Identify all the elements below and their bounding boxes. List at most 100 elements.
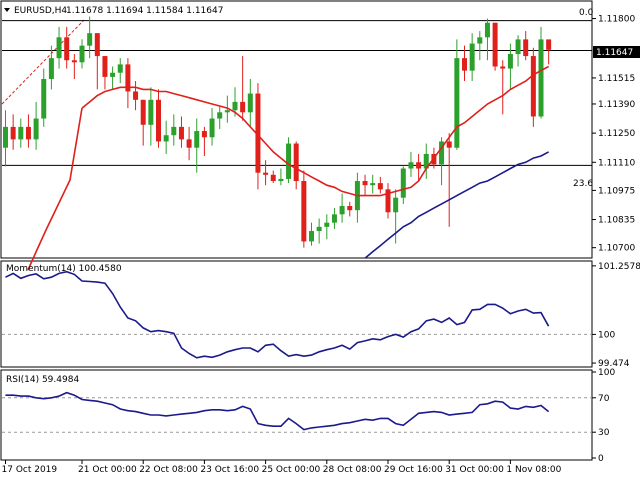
candle-body xyxy=(102,56,108,77)
candle-body xyxy=(209,118,215,138)
candle-body xyxy=(163,135,169,142)
rsi-title: RSI(14) 59.4984 xyxy=(6,375,79,385)
candle-body xyxy=(339,206,345,215)
time-tick-label: 17 Oct 2019 xyxy=(2,465,58,475)
candle-body xyxy=(87,33,93,46)
time-tick-label: 29 Oct 16:00 xyxy=(384,465,443,475)
candle-body xyxy=(370,183,376,186)
price-tick-label: 1.11390 xyxy=(598,100,635,110)
trend-line xyxy=(1,19,85,105)
candle-body xyxy=(247,93,253,113)
candle-body xyxy=(462,58,467,71)
price-tick-label: 1.10835 xyxy=(598,216,635,226)
candle-body xyxy=(454,58,460,148)
candle-body xyxy=(469,43,475,71)
candle-body xyxy=(217,112,223,119)
sma50-line xyxy=(364,151,549,259)
candle-body xyxy=(416,162,422,169)
price-tick-label: 1.11250 xyxy=(598,129,635,139)
candle-body xyxy=(186,139,192,148)
ohlc-readout: 1.11678 1.11694 1.11584 1.11647 xyxy=(66,6,223,16)
candle-body xyxy=(224,110,230,113)
candle-body xyxy=(324,222,330,227)
candle-body xyxy=(33,118,39,140)
candle-body xyxy=(530,56,536,117)
candle-body xyxy=(110,72,116,77)
candle-body xyxy=(331,214,337,223)
candle-body xyxy=(178,126,184,140)
price-tick-label: 1.10975 xyxy=(598,186,635,196)
momentum-layer xyxy=(2,270,592,359)
candle-body xyxy=(156,99,161,142)
current-price-label: 1.11647 xyxy=(596,48,633,58)
rsi-tick-label: 0 xyxy=(598,454,604,464)
candle-body xyxy=(48,58,54,79)
candle-body xyxy=(538,39,544,117)
candle-body xyxy=(309,231,314,242)
candle-body xyxy=(171,126,177,136)
candle-body xyxy=(484,22,490,38)
momentum-line xyxy=(5,270,550,359)
sma20-lead-line xyxy=(27,107,83,271)
symbol-label: EURUSD,H4 xyxy=(14,6,67,16)
candle-body xyxy=(117,64,123,73)
candle-body xyxy=(439,141,445,165)
price-layer xyxy=(1,16,592,271)
price-tick-label: 1.10700 xyxy=(598,244,635,254)
candle-body xyxy=(94,33,100,57)
candle-body xyxy=(64,37,70,61)
candle-body xyxy=(125,64,131,92)
fib-top-label: 0.0 xyxy=(579,8,594,18)
rsi-tick-label: 70 xyxy=(598,394,610,404)
candle-body xyxy=(140,99,146,125)
rsi-tick-label: 100 xyxy=(598,368,615,378)
fib-mid-label: 23.6 xyxy=(573,179,593,189)
candle-body xyxy=(293,143,299,182)
time-tick-label: 1 Nov 08:00 xyxy=(506,465,561,475)
candle-body xyxy=(492,22,498,67)
time-tick-label: 22 Oct 08:00 xyxy=(139,465,198,475)
candle-body xyxy=(423,153,429,169)
candle-body xyxy=(500,66,506,69)
candle-body xyxy=(41,78,47,119)
time-tick-label: 28 Oct 08:00 xyxy=(323,465,382,475)
rsi-tick-label: 30 xyxy=(598,428,610,438)
candle-body xyxy=(240,101,246,113)
candle-body xyxy=(301,181,307,242)
candle-body xyxy=(71,60,77,63)
candle-body xyxy=(523,39,529,57)
candle-body xyxy=(377,183,383,190)
price-tick-label: 1.11800 xyxy=(598,15,635,25)
candle-body xyxy=(477,37,483,44)
time-tick-label: 23 Oct 16:00 xyxy=(200,465,259,475)
candle-body xyxy=(393,197,399,213)
rsi-layer xyxy=(2,391,592,433)
rsi-panel-frame xyxy=(0,369,593,461)
time-tick-label: 25 Oct 00:00 xyxy=(262,465,321,475)
candle-body xyxy=(507,53,513,69)
time-tick-label: 31 Oct 00:00 xyxy=(445,465,504,475)
symbol-dropdown-icon[interactable] xyxy=(4,8,10,12)
price-tick-label: 1.11515 xyxy=(598,74,635,84)
candle-body xyxy=(148,99,154,125)
candle-body xyxy=(347,206,353,211)
time-tick-label: 21 Oct 00:00 xyxy=(78,465,137,475)
candle-body xyxy=(18,126,24,140)
candle-body xyxy=(232,101,238,111)
candle-body xyxy=(255,93,261,173)
candle-body xyxy=(10,126,16,140)
candle-body xyxy=(79,45,85,63)
candle-body xyxy=(194,131,200,148)
price-panel-frame xyxy=(0,0,593,259)
rsi-line xyxy=(5,391,550,431)
momentum-tick-label: 99.474 xyxy=(598,359,630,369)
candle-body xyxy=(385,189,391,213)
candle-body xyxy=(400,168,406,198)
candle-body xyxy=(515,39,521,54)
candle-body xyxy=(133,91,139,100)
momentum-panel-frame xyxy=(0,260,593,368)
candle-body xyxy=(201,131,207,138)
candle-body xyxy=(263,172,269,175)
candle-body xyxy=(362,181,368,186)
